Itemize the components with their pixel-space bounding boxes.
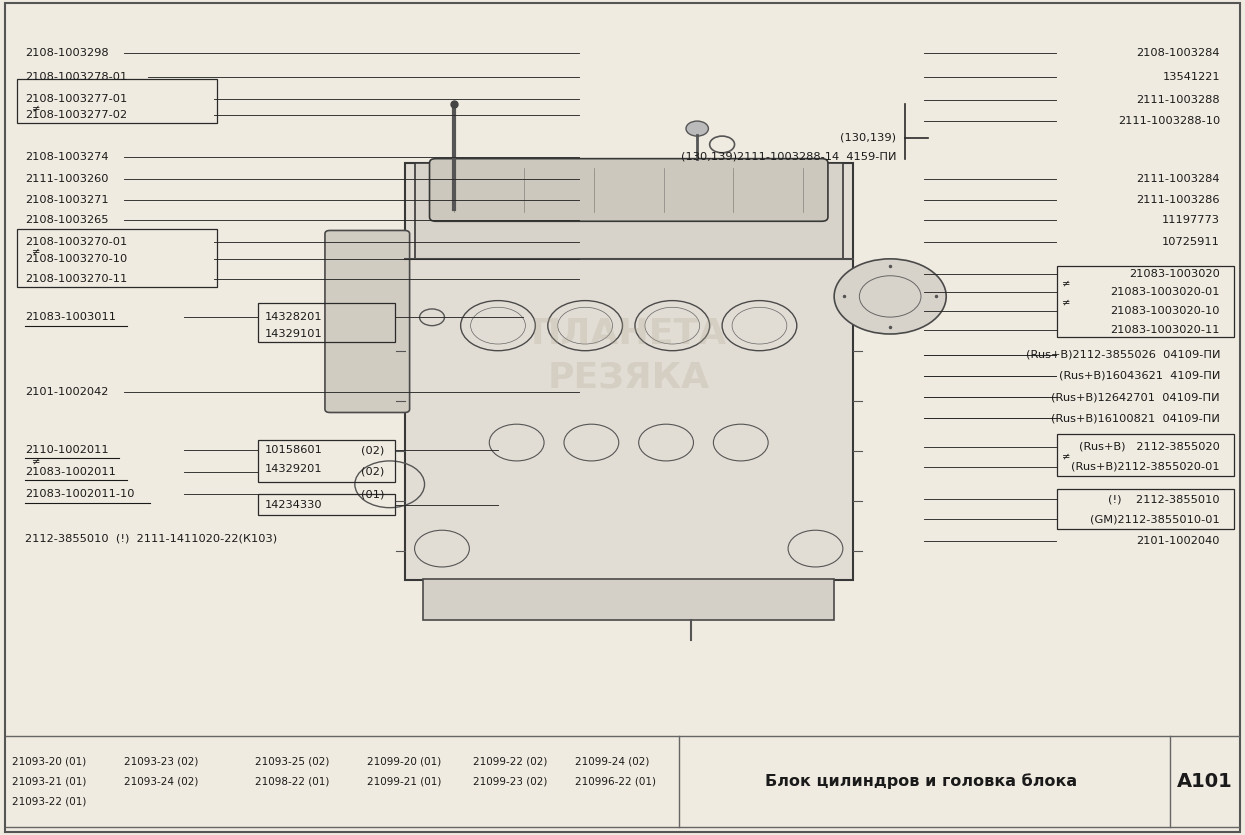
- Text: 21093-23 (02): 21093-23 (02): [124, 757, 199, 767]
- Text: 2111-1003286: 2111-1003286: [1137, 195, 1220, 205]
- Text: (!)    2112-3855010: (!) 2112-3855010: [1108, 494, 1220, 504]
- Text: (02): (02): [361, 445, 385, 455]
- Text: 21083-1002011-10: 21083-1002011-10: [25, 489, 134, 499]
- Text: 21083-1003020-10: 21083-1003020-10: [1111, 306, 1220, 316]
- Text: 21093-25 (02): 21093-25 (02): [255, 757, 330, 767]
- Text: 2108-1003270-01: 2108-1003270-01: [25, 237, 127, 247]
- Text: 2111-1003288: 2111-1003288: [1137, 95, 1220, 105]
- FancyBboxPatch shape: [430, 159, 828, 221]
- Text: 21098-22 (01): 21098-22 (01): [255, 777, 330, 787]
- Text: 2112-3855010  (!)  2111-1411020-22(К103): 2112-3855010 (!) 2111-1411020-22(К103): [25, 534, 278, 544]
- Text: 2108-1003274: 2108-1003274: [25, 152, 108, 162]
- Text: 10725911: 10725911: [1163, 237, 1220, 247]
- Text: (Rus+В)   2112-3855020: (Rus+В) 2112-3855020: [1079, 442, 1220, 452]
- Text: 2108-1003277-02: 2108-1003277-02: [25, 110, 127, 120]
- Text: (130,139): (130,139): [840, 133, 896, 143]
- Text: 11197773: 11197773: [1162, 215, 1220, 225]
- Text: 2108-1003284: 2108-1003284: [1137, 48, 1220, 58]
- Text: Блок цилиндров и головка блока: Блок цилиндров и головка блока: [766, 774, 1077, 789]
- Text: (GM)2112-3855010-01: (GM)2112-3855010-01: [1091, 514, 1220, 524]
- Text: 2101-1002042: 2101-1002042: [25, 387, 108, 397]
- Circle shape: [686, 121, 708, 136]
- Text: (02): (02): [361, 467, 385, 477]
- Text: 2108-1003270-10: 2108-1003270-10: [25, 254, 127, 264]
- Text: ≠: ≠: [1062, 452, 1071, 462]
- Text: A101: A101: [1178, 772, 1233, 791]
- FancyBboxPatch shape: [415, 163, 843, 259]
- Text: 2110-1002011: 2110-1002011: [25, 445, 108, 455]
- Text: 14329101: 14329101: [265, 329, 322, 339]
- Text: 21099-23 (02): 21099-23 (02): [473, 777, 548, 787]
- Text: ≠: ≠: [32, 457, 41, 467]
- Text: 2101-1002040: 2101-1002040: [1137, 536, 1220, 546]
- Text: 2108-1003298: 2108-1003298: [25, 48, 108, 58]
- Text: 21083-1003020-11: 21083-1003020-11: [1111, 325, 1220, 335]
- Text: 21083-1002011: 21083-1002011: [25, 467, 116, 477]
- FancyBboxPatch shape: [405, 163, 853, 580]
- Text: 21093-24 (02): 21093-24 (02): [124, 777, 199, 787]
- Text: 2108-1003265: 2108-1003265: [25, 215, 108, 225]
- Text: 21093-22 (01): 21093-22 (01): [12, 797, 87, 807]
- Text: 10158601: 10158601: [265, 445, 322, 455]
- Text: 2108-1003271: 2108-1003271: [25, 195, 108, 205]
- Text: 21099-20 (01): 21099-20 (01): [367, 757, 442, 767]
- FancyBboxPatch shape: [423, 579, 834, 620]
- Text: 13541221: 13541221: [1163, 72, 1220, 82]
- Text: (01): (01): [361, 489, 385, 499]
- Text: (Rus+В)16100821  04109-ПИ: (Rus+В)16100821 04109-ПИ: [1051, 413, 1220, 423]
- Text: 21083-1003020-01: 21083-1003020-01: [1111, 287, 1220, 297]
- Text: (Rus+В)16043621  4109-ПИ: (Rus+В)16043621 4109-ПИ: [1058, 371, 1220, 381]
- Text: 14234330: 14234330: [265, 500, 322, 510]
- Text: 210996-22 (01): 210996-22 (01): [575, 777, 656, 787]
- Text: ≠: ≠: [1062, 278, 1071, 288]
- Text: 21083-1003020: 21083-1003020: [1129, 269, 1220, 279]
- Text: 2108-1003277-01: 2108-1003277-01: [25, 94, 127, 104]
- Text: (Rus+В)2112-3855026  04109-ПИ: (Rus+В)2112-3855026 04109-ПИ: [1026, 350, 1220, 360]
- Text: 2111-1003260: 2111-1003260: [25, 174, 108, 184]
- Text: ≠: ≠: [32, 104, 41, 114]
- Text: ПЛАНЕТА: ПЛАНЕТА: [530, 317, 727, 351]
- Text: 2111-1003288-10: 2111-1003288-10: [1118, 116, 1220, 126]
- Text: 21083-1003011: 21083-1003011: [25, 312, 116, 322]
- Text: 2108-1003270-11: 2108-1003270-11: [25, 274, 127, 284]
- Text: ≠: ≠: [1062, 297, 1071, 307]
- Text: 2108-1003278-01: 2108-1003278-01: [25, 72, 127, 82]
- Text: 14328201: 14328201: [265, 312, 322, 322]
- Text: 21093-21 (01): 21093-21 (01): [12, 777, 87, 787]
- Text: (130,139)2111-1003288-14  4159-ПИ: (130,139)2111-1003288-14 4159-ПИ: [681, 152, 896, 162]
- Text: РЕЗЯКА: РЕЗЯКА: [548, 361, 710, 394]
- FancyBboxPatch shape: [325, 230, 410, 412]
- Text: 21093-20 (01): 21093-20 (01): [12, 757, 87, 767]
- Text: 21099-21 (01): 21099-21 (01): [367, 777, 442, 787]
- Text: ≠: ≠: [32, 246, 41, 256]
- Circle shape: [834, 259, 946, 334]
- Text: (Rus+В)12642701  04109-ПИ: (Rus+В)12642701 04109-ПИ: [1052, 392, 1220, 402]
- Text: (Rus+В)2112-3855020-01: (Rus+В)2112-3855020-01: [1072, 462, 1220, 472]
- Text: 14329201: 14329201: [265, 464, 322, 474]
- Text: 2111-1003284: 2111-1003284: [1137, 174, 1220, 184]
- Text: 21099-24 (02): 21099-24 (02): [575, 757, 650, 767]
- Text: 21099-22 (02): 21099-22 (02): [473, 757, 548, 767]
